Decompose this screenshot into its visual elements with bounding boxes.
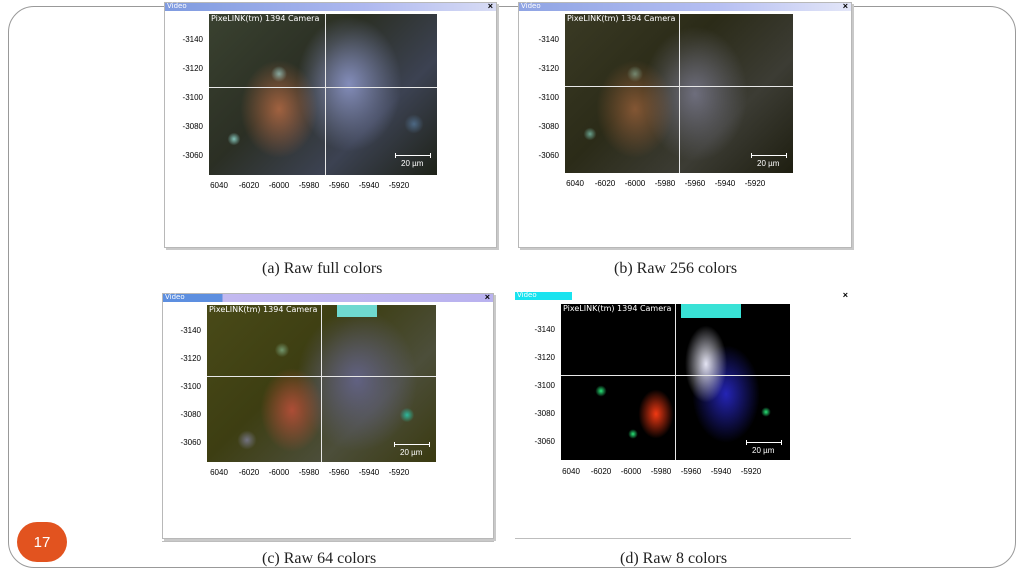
camera-label: PixeLINK(tm) 1394 Camera — [211, 14, 320, 23]
window-title: Video — [167, 2, 187, 10]
caption-c: (c) Raw 64 colors — [262, 550, 377, 567]
title-bar[interactable]: Video — [165, 2, 496, 11]
x-tick: -6020 — [590, 467, 612, 476]
y-tick: -3060 — [180, 438, 201, 447]
scale-label: 20 µm — [757, 159, 780, 168]
caption-a: (a) Raw full colors — [262, 260, 383, 277]
close-icon[interactable]: × — [842, 1, 848, 11]
x-tick: -6020 — [238, 468, 260, 477]
video-window-a: Video × PixeLINK(tm) 1394 Camera 20 µm -… — [164, 1, 497, 248]
y-tick: -3080 — [534, 409, 555, 418]
y-tick: -3080 — [182, 122, 203, 131]
y-tick: -3140 — [534, 325, 555, 334]
x-tick: -5920 — [740, 467, 762, 476]
x-tick: -5960 — [684, 179, 706, 188]
x-tick: -6000 — [620, 467, 642, 476]
y-tick: -3140 — [182, 35, 203, 44]
x-tick: -5920 — [744, 179, 766, 188]
title-bar[interactable]: Video — [519, 2, 851, 11]
divider — [515, 538, 851, 539]
scale-label: 20 µm — [401, 159, 424, 168]
close-icon[interactable]: × — [487, 1, 493, 11]
x-tick: -5980 — [298, 181, 320, 190]
window-title: Video — [517, 291, 537, 299]
caption-b: (b) Raw 256 colors — [614, 260, 738, 277]
y-tick: -3100 — [534, 381, 555, 390]
slide-number: 17 — [17, 522, 67, 562]
x-tick: -5960 — [328, 468, 350, 477]
scale-label: 20 µm — [752, 446, 775, 455]
video-window-b: Video × PixeLINK(tm) 1394 Camera 20 µm -… — [518, 1, 852, 248]
video-window-d: Video × PixeLINK(tm) 1394 Camera 20 µm -… — [515, 290, 851, 538]
y-tick: -3120 — [538, 64, 559, 73]
x-tick: -5980 — [298, 468, 320, 477]
y-tick: -3060 — [534, 437, 555, 446]
x-tick: -5960 — [680, 467, 702, 476]
close-icon[interactable]: × — [484, 292, 490, 302]
y-tick: -3140 — [538, 35, 559, 44]
microscope-image: PixeLINK(tm) 1394 Camera 20 µm — [209, 14, 437, 175]
caption-d: (d) Raw 8 colors — [620, 550, 728, 567]
x-tick: -5940 — [358, 181, 380, 190]
microscope-image: PixeLINK(tm) 1394 Camera 20 µm — [561, 304, 790, 460]
x-tick: -5920 — [388, 181, 410, 190]
title-bar[interactable]: Video — [163, 293, 493, 302]
scale-label: 20 µm — [400, 448, 423, 457]
slide-frame — [8, 6, 1016, 568]
x-tick: -6020 — [238, 181, 260, 190]
close-icon[interactable]: × — [842, 290, 848, 300]
x-tick: -5980 — [650, 467, 672, 476]
scale-bar — [751, 153, 787, 158]
y-tick: -3140 — [180, 326, 201, 335]
y-tick: -3100 — [538, 93, 559, 102]
microscope-image: PixeLINK(tm) 1394 Camera 20 µm — [565, 14, 793, 173]
camera-label: PixeLINK(tm) 1394 Camera — [563, 304, 672, 313]
x-tick: -5940 — [710, 467, 732, 476]
x-tick: 6040 — [566, 179, 584, 188]
divider — [162, 541, 494, 542]
x-tick: -5920 — [388, 468, 410, 477]
camera-label: PixeLINK(tm) 1394 Camera — [209, 305, 318, 314]
microscope-image: PixeLINK(tm) 1394 Camera 20 µm — [207, 305, 436, 462]
x-tick: 6040 — [210, 468, 228, 477]
x-tick: 6040 — [210, 181, 228, 190]
y-tick: -3120 — [534, 353, 555, 362]
y-tick: -3120 — [182, 64, 203, 73]
x-tick: -5980 — [654, 179, 676, 188]
x-tick: -5940 — [714, 179, 736, 188]
x-tick: -5940 — [358, 468, 380, 477]
x-tick: -6000 — [624, 179, 646, 188]
x-tick: -6020 — [594, 179, 616, 188]
x-tick: -6000 — [268, 181, 290, 190]
scale-bar — [394, 442, 430, 447]
title-bar[interactable]: Video — [515, 291, 851, 300]
video-window-c: Video × PixeLINK(tm) 1394 Camera 20 µm -… — [162, 292, 494, 539]
y-tick: -3120 — [180, 354, 201, 363]
window-title: Video — [165, 293, 185, 301]
x-tick: 6040 — [562, 467, 580, 476]
y-tick: -3080 — [538, 122, 559, 131]
x-tick: -6000 — [268, 468, 290, 477]
scale-bar — [395, 153, 431, 158]
y-tick: -3100 — [180, 382, 201, 391]
y-tick: -3100 — [182, 93, 203, 102]
y-tick: -3060 — [538, 151, 559, 160]
y-tick: -3080 — [180, 410, 201, 419]
y-tick: -3060 — [182, 151, 203, 160]
window-title: Video — [521, 2, 541, 10]
scale-bar — [746, 440, 782, 445]
camera-label: PixeLINK(tm) 1394 Camera — [567, 14, 676, 23]
x-tick: -5960 — [328, 181, 350, 190]
